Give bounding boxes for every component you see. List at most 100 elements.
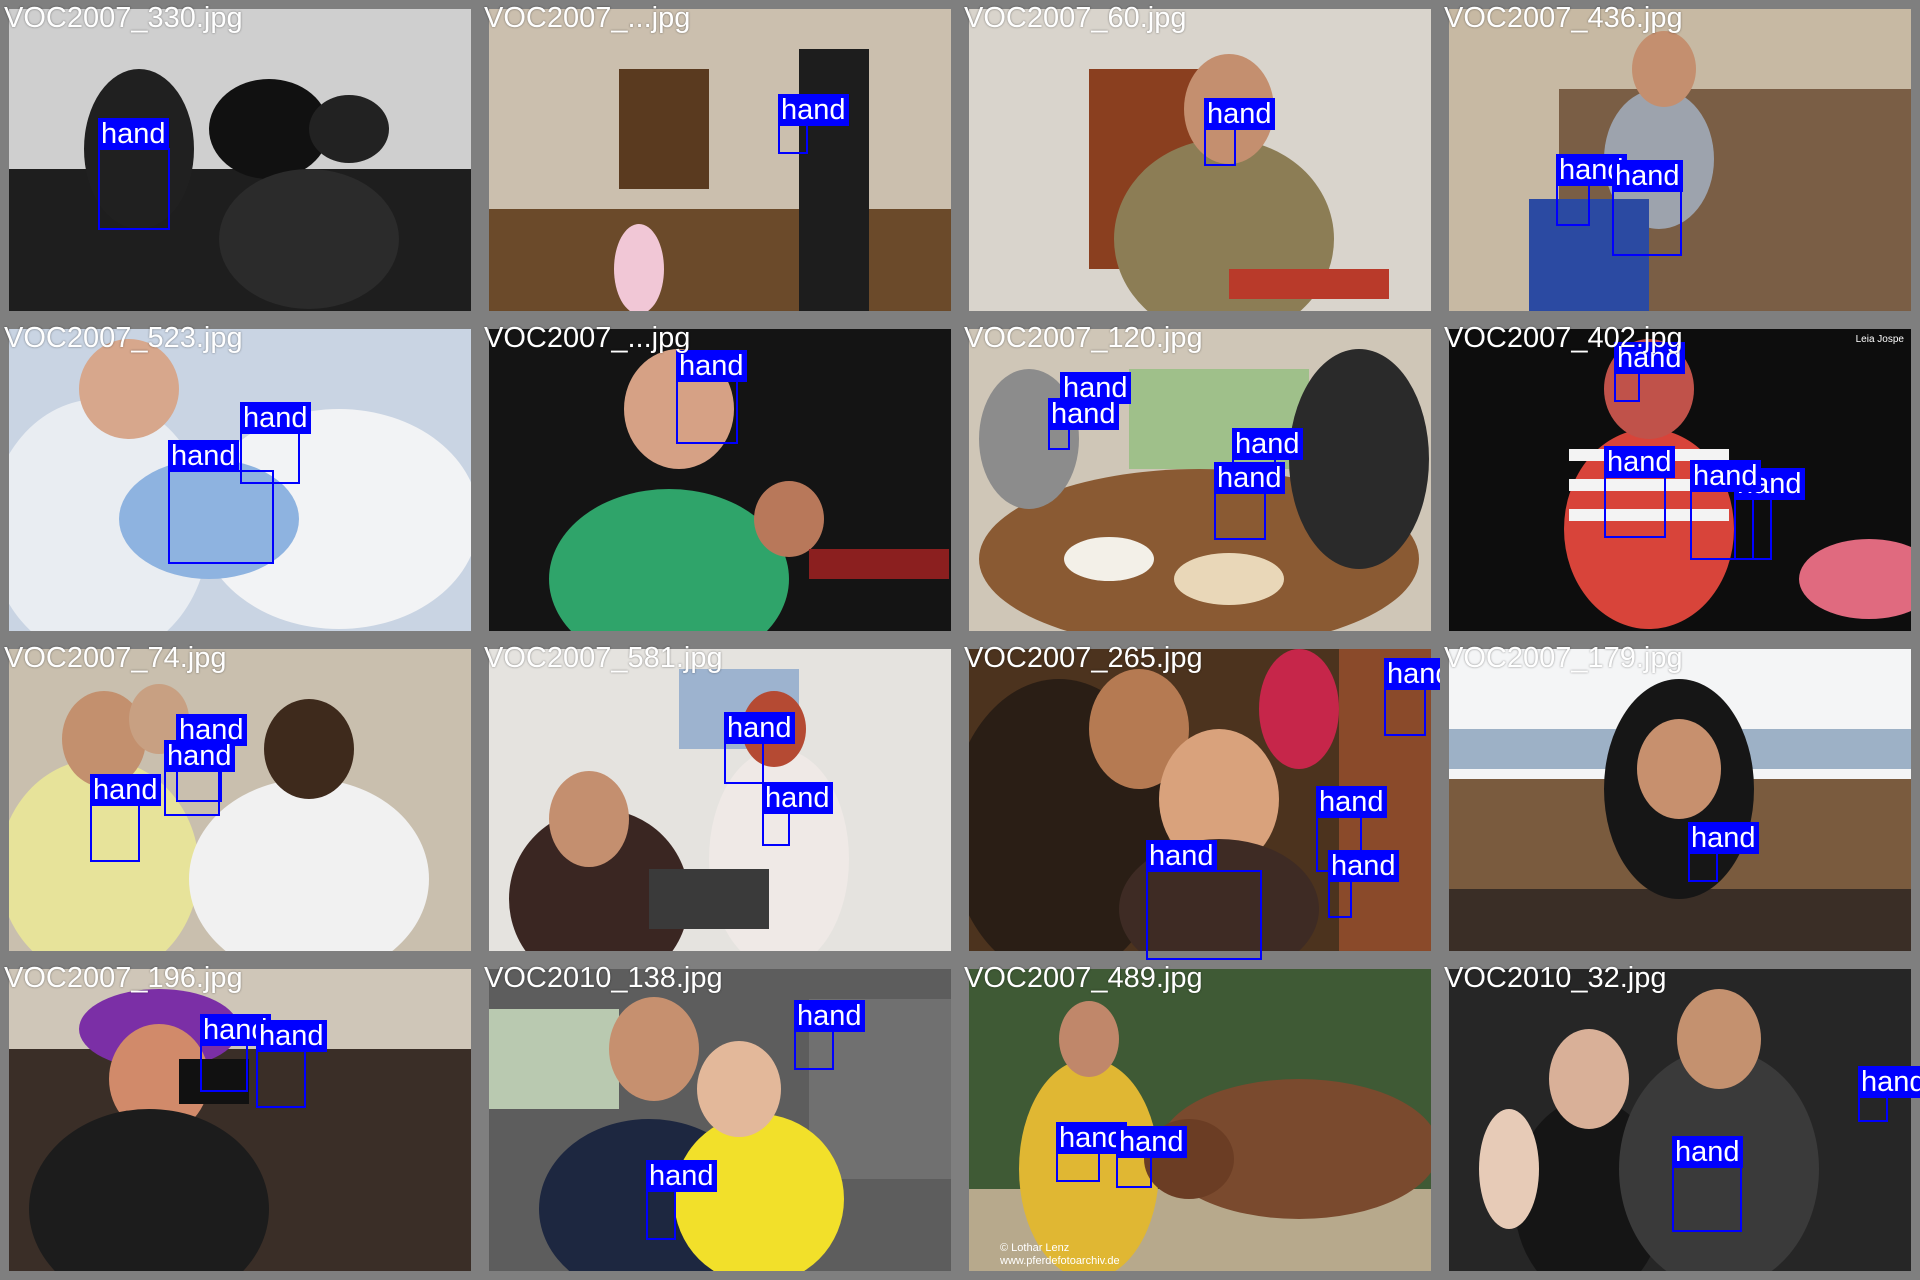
- filename-label: VOC2007_179.jpg: [1444, 642, 1683, 674]
- box-label: hand: [1214, 462, 1285, 494]
- bounding-box: hand: [1614, 342, 1685, 402]
- watermark-text: © Lothar Lenz www.pferdefotoarchiv.de: [1000, 1242, 1120, 1267]
- scene-illustration: [489, 649, 951, 951]
- photo: [1449, 329, 1911, 631]
- bounding-box: hand: [778, 94, 849, 154]
- photo: [1449, 969, 1911, 1271]
- box-label: hand: [794, 1000, 865, 1032]
- image-tile: VOC2007_...jpg hand: [480, 0, 960, 320]
- box-label: hand: [168, 440, 239, 472]
- bounding-box: hand: [1672, 1136, 1743, 1232]
- bounding-box: hand: [1048, 398, 1119, 450]
- bounding-box: hand: [1688, 822, 1759, 882]
- image-tile: VOC2007_489.jpg © Lothar Lenz www.pferde…: [960, 960, 1440, 1280]
- image-tile: VOC2007_330.jpg hand: [0, 0, 480, 320]
- filename-label: VOC2007_74.jpg: [4, 642, 227, 674]
- image-tile: VOC2007_74.jpg hand hand hand: [0, 640, 480, 960]
- image-tile: VOC2007_60.jpg hand: [960, 0, 1440, 320]
- scene-illustration: [1449, 969, 1911, 1271]
- box-label: hand: [724, 712, 795, 744]
- bounding-box: hand: [164, 740, 235, 816]
- box-label: hand: [1604, 446, 1675, 478]
- scene-illustration: [969, 329, 1431, 631]
- box-label: hand: [1672, 1136, 1743, 1168]
- bounding-box: hand: [724, 712, 795, 784]
- image-tile: VOC2007_402.jpg Leia Jospe hand hand han…: [1440, 320, 1920, 640]
- bounding-box: hand: [1612, 160, 1683, 256]
- bounding-box: hand: [1204, 98, 1275, 166]
- photo: [9, 9, 471, 311]
- bounding-box: hand: [240, 402, 311, 484]
- scene-illustration: [969, 969, 1431, 1271]
- box-label: hand: [778, 94, 849, 126]
- box-label: hand: [98, 118, 169, 150]
- box-label: hand: [1146, 840, 1217, 872]
- bounding-box: hand: [256, 1020, 327, 1108]
- box-label: hand: [1614, 342, 1685, 374]
- scene-illustration: [9, 649, 471, 951]
- photo: [9, 969, 471, 1271]
- bounding-box: hand: [90, 774, 161, 862]
- image-tile: VOC2007_179.jpg hand: [1440, 640, 1920, 960]
- photo: [969, 329, 1431, 631]
- scene-illustration: [489, 329, 951, 631]
- bounding-box: hand: [1056, 1122, 1127, 1182]
- image-tile: VOC2007_265.jpg hand hand hand hand: [960, 640, 1440, 960]
- scene-illustration: [1449, 329, 1911, 631]
- photo: [489, 969, 951, 1271]
- image-tile: VOC2007_523.jpg hand hand: [0, 320, 480, 640]
- bounding-box: hand: [1146, 840, 1262, 960]
- box-label: hand: [1116, 1126, 1187, 1158]
- filename-label: VOC2007_120.jpg: [964, 322, 1203, 354]
- image-tile: VOC2007_581.jpg hand hand: [480, 640, 960, 960]
- box-label: hand: [762, 782, 833, 814]
- bounding-box: hand: [1858, 1066, 1920, 1122]
- bounding-box: hand: [1214, 462, 1285, 540]
- filename-label: VOC2007_196.jpg: [4, 962, 243, 994]
- box-label: hand: [1690, 460, 1761, 492]
- filename-label: VOC2007_265.jpg: [964, 642, 1203, 674]
- box-label: hand: [1858, 1066, 1920, 1098]
- bounding-box: hand: [646, 1160, 717, 1240]
- bounding-box: hand: [1384, 658, 1440, 736]
- filename-label: VOC2007_...jpg: [484, 2, 691, 34]
- bounding-box: hand: [200, 1014, 271, 1092]
- filename-label: VOC2007_436.jpg: [1444, 2, 1683, 34]
- image-tile: VOC2007_436.jpg hand hand: [1440, 0, 1920, 320]
- box-label: hand: [1316, 786, 1387, 818]
- photo: [969, 9, 1431, 311]
- image-tile: VOC2010_32.jpg hand hand: [1440, 960, 1920, 1280]
- box-label: hand: [1612, 160, 1683, 192]
- bounding-box: hand: [1690, 460, 1761, 560]
- scene-illustration: [489, 969, 951, 1271]
- photo: [489, 9, 951, 311]
- filename-label: VOC2007_581.jpg: [484, 642, 723, 674]
- box-label: hand: [240, 402, 311, 434]
- filename-label: VOC2007_523.jpg: [4, 322, 243, 354]
- photo: [1449, 649, 1911, 951]
- bounding-box: hand: [1328, 850, 1399, 918]
- bounding-box: hand: [762, 782, 833, 846]
- box-label: hand: [1328, 850, 1399, 882]
- photo: [489, 649, 951, 951]
- corner-credit: Leia Jospe: [1855, 334, 1904, 345]
- bounding-box: hand: [98, 118, 170, 230]
- scene-illustration: [9, 969, 471, 1271]
- scene-illustration: [1449, 649, 1911, 951]
- bounding-box: hand: [676, 350, 747, 444]
- box-label: hand: [676, 350, 747, 382]
- filename-label: VOC2007_330.jpg: [4, 2, 243, 34]
- bounding-box: hand: [1604, 446, 1675, 538]
- box-label: hand: [646, 1160, 717, 1192]
- box-label: hand: [1056, 1122, 1127, 1154]
- bounding-box: hand: [1116, 1126, 1187, 1188]
- bounding-box: hand: [794, 1000, 865, 1070]
- bounding-box: hand: [1556, 154, 1627, 226]
- bounding-box: hand: [168, 440, 274, 564]
- image-tile: VOC2010_138.jpg hand hand: [480, 960, 960, 1280]
- filename-label: VOC2010_32.jpg: [1444, 962, 1667, 994]
- image-tile: VOC2007_196.jpg hand hand: [0, 960, 480, 1280]
- scene-illustration: [9, 9, 471, 311]
- box-label: hand: [1384, 658, 1440, 690]
